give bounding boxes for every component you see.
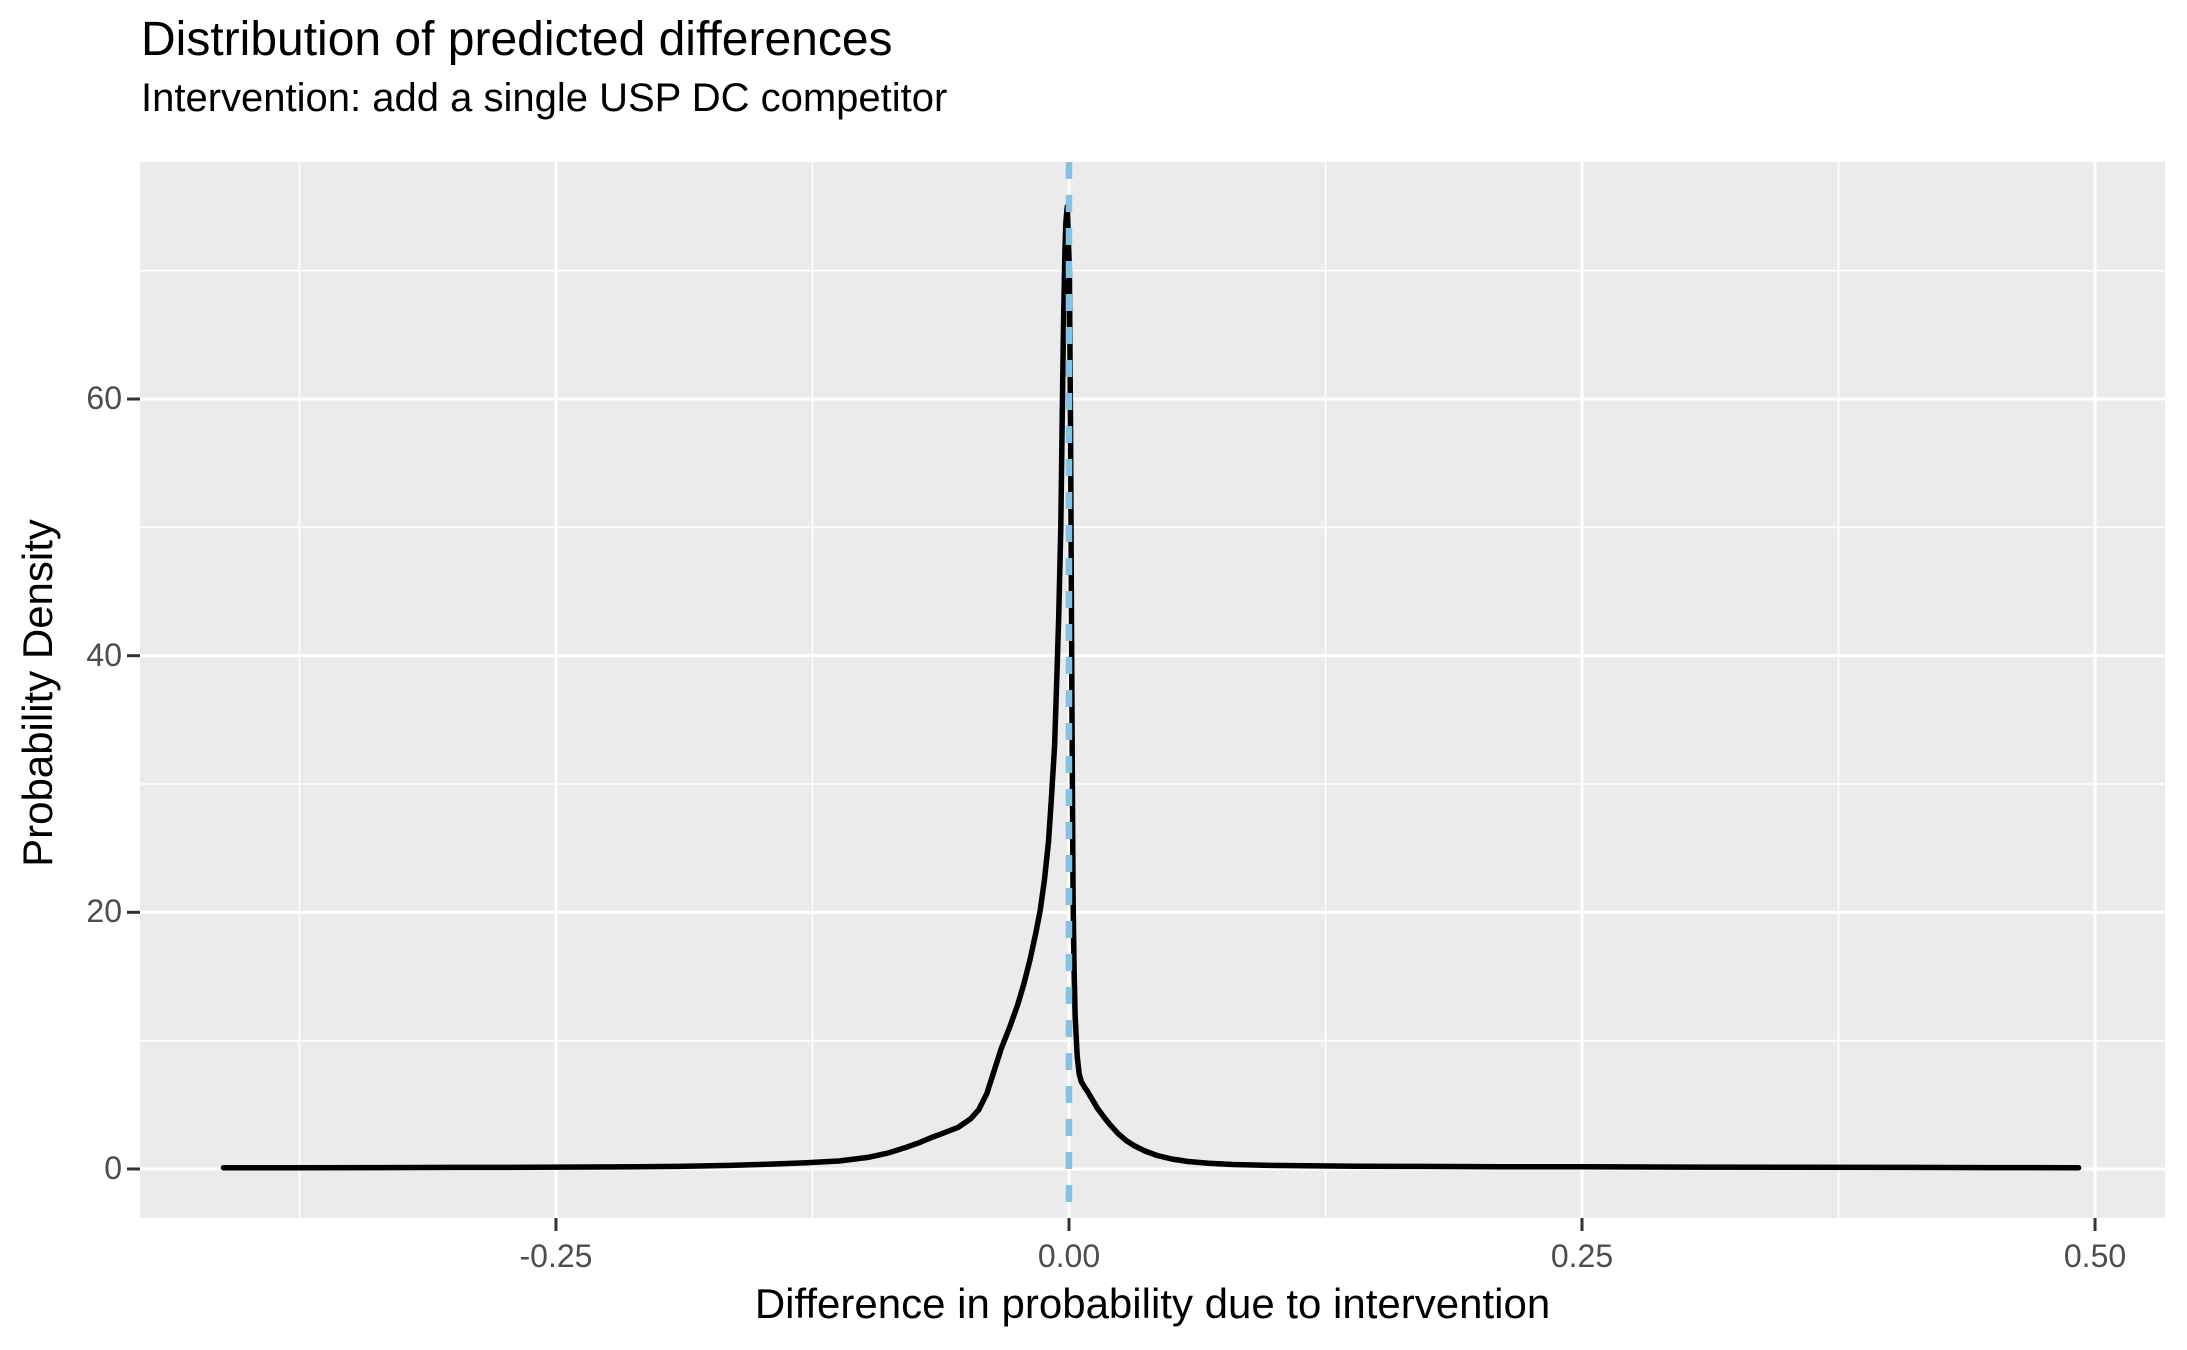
x-tick-label: 0.50 bbox=[2063, 1238, 2127, 1274]
y-tick-label: 0 bbox=[104, 1149, 122, 1186]
panel-background bbox=[140, 162, 2165, 1218]
chart-title: Distribution of predicted differences bbox=[141, 13, 893, 66]
x-tick-label: 0.00 bbox=[1037, 1238, 1101, 1274]
density-curve bbox=[220, 203, 2082, 1171]
y-tick-label: 20 bbox=[86, 893, 122, 930]
x-tick-label: -0.25 bbox=[519, 1238, 593, 1274]
x-tick-label: 0.25 bbox=[1550, 1238, 1614, 1274]
y-tick-label: 40 bbox=[86, 636, 122, 673]
x-axis-title: Difference in probability due to interve… bbox=[754, 1280, 1551, 1327]
y-tick-label: 60 bbox=[86, 380, 122, 417]
chart-subtitle: Intervention: add a single USP DC compet… bbox=[141, 76, 948, 120]
